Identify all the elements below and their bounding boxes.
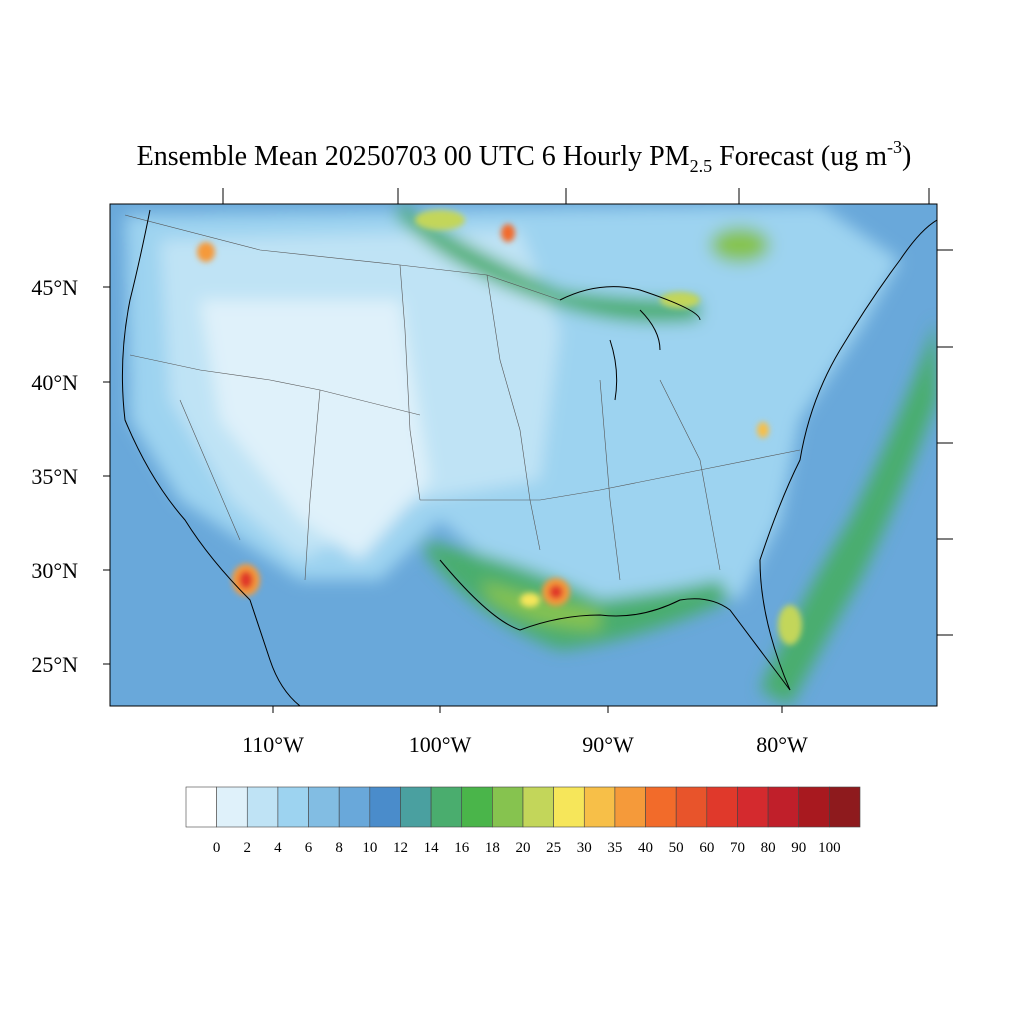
- colorbar-label: 18: [485, 840, 500, 856]
- colorbar-box: [645, 786, 677, 828]
- colorbar-label: 70: [730, 840, 745, 856]
- colorbar-box: [430, 786, 463, 828]
- colorbar-box: [246, 786, 279, 828]
- map-frame: [109, 203, 938, 707]
- colorbar-label: 12: [393, 840, 408, 856]
- colorbar-label: 50: [669, 840, 684, 856]
- colorbar-label: 80: [761, 840, 776, 856]
- political-boundaries: [124, 214, 801, 581]
- colorbar-box: [706, 786, 738, 828]
- lon-labels: 110°W 100°W 90°W 80°W: [242, 732, 808, 757]
- colorbar-box: [583, 786, 616, 828]
- colorbar-box: [277, 786, 309, 828]
- title-subscript: 2.5: [690, 156, 713, 176]
- colorbar-label: 14: [424, 840, 440, 856]
- colorbar-box: [492, 786, 524, 828]
- lat-labels: 45°N 40°N 35°N 30°N 25°N: [31, 275, 78, 677]
- lon-label: 100°W: [409, 732, 472, 757]
- colorbar-label: 90: [791, 840, 806, 856]
- title-main: Ensemble Mean 20250703 00 UTC 6 Hourly P…: [137, 141, 690, 172]
- colorbar-box: [400, 786, 432, 828]
- colorbar-label: 60: [699, 840, 714, 856]
- title-middle: Forecast (ug m: [712, 141, 887, 172]
- colorbar-box: [185, 786, 217, 828]
- colorbar-box: [614, 786, 646, 828]
- colorbar: 0 2 4 6 8 10 12 14 16 18 20 25 30 35 40 50 60 70 80 90 100: [185, 786, 861, 856]
- hotspots: [197, 210, 802, 645]
- lat-label: 25°N: [31, 652, 78, 677]
- colorbar-box: [737, 786, 769, 828]
- colorbar-label: 4: [274, 840, 282, 856]
- colorbar-label: 8: [335, 840, 343, 856]
- lat-label: 30°N: [31, 558, 78, 583]
- map-field: [110, 204, 937, 706]
- colorbar-label: 30: [577, 840, 592, 856]
- colorbar-box: [829, 786, 861, 828]
- colorbar-box: [767, 786, 800, 828]
- colorbar-label: 0: [213, 840, 221, 856]
- colorbar-box: [338, 786, 371, 828]
- title-superscript: -3: [887, 137, 902, 157]
- lat-label: 40°N: [31, 370, 78, 395]
- colorbar-label: 20: [516, 840, 531, 856]
- colorbar-label: 40: [638, 840, 653, 856]
- colorbar-box: [553, 786, 585, 828]
- colorbar-box: [461, 786, 493, 828]
- colorbar-label: 100: [818, 840, 841, 856]
- colorbar-box: [308, 786, 340, 828]
- colorbar-box: [369, 786, 401, 828]
- lat-label: 45°N: [31, 275, 78, 300]
- lat-label: 35°N: [31, 464, 78, 489]
- colorbar-label: 16: [454, 840, 470, 856]
- colorbar-box: [798, 786, 830, 828]
- coastlines: [121, 209, 937, 706]
- colorbar-label: 2: [244, 840, 252, 856]
- lon-label: 80°W: [756, 732, 808, 757]
- colorbar-label: 10: [362, 840, 377, 856]
- title-end: ): [902, 141, 911, 172]
- colorbar-box: [522, 786, 554, 828]
- title: Ensemble Mean 20250703 00 UTC 6 Hourly P…: [137, 137, 912, 176]
- colorbar-label: 6: [305, 840, 313, 856]
- lon-label: 90°W: [582, 732, 634, 757]
- frame-ticks: [103, 188, 953, 713]
- colorbar-box: [675, 786, 708, 828]
- lon-label: 110°W: [242, 732, 304, 757]
- colorbar-label: 25: [546, 840, 561, 856]
- colorbar-box: [216, 786, 248, 828]
- colorbar-label: 35: [607, 840, 622, 856]
